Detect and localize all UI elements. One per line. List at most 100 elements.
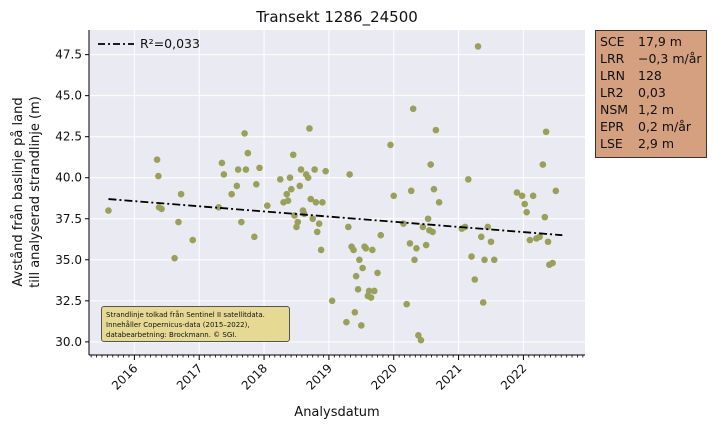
- data-point: [542, 128, 550, 136]
- stat-key: NSM: [600, 102, 629, 117]
- data-point: [218, 159, 226, 167]
- data-point: [241, 130, 248, 137]
- data-point: [490, 256, 498, 264]
- y-tick-label: 30.0: [55, 335, 82, 349]
- data-point: [518, 192, 526, 200]
- data-point: [252, 180, 260, 188]
- data-point: [369, 246, 376, 254]
- stat-value: −0,3 m/år: [638, 51, 702, 66]
- y-axis-label-line1: Avstånd från baslinje på land: [11, 97, 26, 286]
- stat-key: LRR: [600, 51, 625, 66]
- data-point: [233, 182, 241, 190]
- data-point: [513, 189, 521, 196]
- stat-row-lrn: LRN 128: [600, 67, 706, 84]
- data-point: [354, 286, 362, 293]
- data-point: [415, 332, 422, 339]
- data-point: [220, 171, 228, 178]
- source-note: Strandlinje tolkad från Sentinel II sate…: [101, 306, 290, 342]
- data-point: [309, 215, 316, 223]
- y-tick-label: 37.5: [55, 212, 82, 226]
- data-point: [294, 218, 302, 226]
- data-point: [477, 233, 485, 241]
- data-point: [177, 190, 185, 198]
- data-point: [471, 276, 479, 283]
- data-point: [105, 207, 112, 214]
- data-point: [343, 318, 350, 326]
- data-point: [374, 269, 381, 277]
- data-point: [536, 233, 543, 241]
- stat-key: LRN: [600, 68, 625, 83]
- stat-key: LR2: [600, 85, 624, 100]
- stat-value: 128: [638, 68, 662, 83]
- data-point: [228, 190, 235, 198]
- data-point: [175, 218, 182, 226]
- chart-title: Transekt 1286_24500: [255, 8, 418, 27]
- data-point: [297, 166, 305, 173]
- y-tick-label: 47.5: [55, 48, 82, 62]
- statistics-panel: SCE 17,9 m LRR −0,3 m/år LRN 128 LR2 0,03 NS…: [595, 30, 707, 158]
- data-point: [306, 125, 313, 132]
- y-tick-label: 42.5: [55, 130, 82, 144]
- data-point: [409, 105, 417, 113]
- data-point: [234, 166, 242, 173]
- data-point: [296, 182, 304, 190]
- data-point: [313, 228, 321, 236]
- x-tick-label: 2016: [109, 361, 140, 392]
- data-point: [346, 171, 353, 178]
- data-point: [387, 141, 394, 149]
- data-point: [351, 309, 359, 316]
- data-point: [487, 238, 495, 246]
- data-point: [352, 272, 360, 280]
- data-point: [413, 245, 420, 252]
- data-point: [289, 151, 297, 159]
- stat-row-lr2: LR2 0,03: [600, 84, 706, 101]
- data-point: [171, 254, 178, 262]
- stat-row-lrr: LRR −0,3 m/år: [600, 50, 706, 67]
- data-point: [365, 287, 373, 295]
- data-point: [158, 205, 165, 213]
- data-point: [244, 149, 252, 157]
- data-point: [276, 176, 284, 183]
- stat-value: 0,03: [638, 85, 666, 100]
- y-tick-label: 45.0: [55, 89, 82, 103]
- data-point: [411, 256, 418, 264]
- stat-key: LSE: [600, 136, 623, 151]
- data-point: [284, 197, 292, 205]
- data-point: [359, 264, 366, 272]
- stat-key: SCE: [600, 34, 625, 49]
- x-axis-label: Analysdatum: [294, 405, 379, 420]
- data-point: [287, 185, 295, 193]
- data-point: [238, 218, 245, 226]
- data-point: [345, 223, 352, 231]
- data-point: [523, 208, 530, 216]
- data-point: [521, 200, 529, 208]
- x-tick-label: 2018: [239, 361, 270, 392]
- trend-line: [108, 198, 563, 237]
- data-point: [390, 192, 398, 200]
- data-point: [311, 166, 318, 173]
- data-point: [417, 336, 425, 344]
- y-tick-label: 40.0: [55, 171, 82, 185]
- data-point: [464, 176, 472, 183]
- x-tick-label: 2021: [433, 361, 464, 392]
- x-tick-label: 2022: [498, 361, 529, 392]
- data-point: [468, 253, 475, 260]
- data-point: [484, 223, 492, 231]
- data-point: [153, 156, 161, 163]
- data-point: [367, 294, 375, 301]
- stat-value: 0,2 m/år: [638, 119, 692, 134]
- data-point: [256, 164, 263, 172]
- data-point: [474, 43, 482, 50]
- data-point: [552, 187, 560, 195]
- data-point: [370, 287, 378, 295]
- data-point: [264, 202, 271, 209]
- stat-value: 2,9 m: [638, 136, 675, 151]
- data-point: [283, 190, 291, 198]
- stat-row-lse: LSE 2,9 m: [600, 135, 706, 152]
- data-point: [315, 220, 323, 227]
- source-note-line: Innehåller Copernicus-data (2015–2022),: [106, 321, 250, 329]
- stat-row-epr: EPR 0,2 m/år: [600, 118, 706, 135]
- data-point: [526, 236, 534, 244]
- data-point: [432, 126, 440, 134]
- data-point: [422, 241, 430, 249]
